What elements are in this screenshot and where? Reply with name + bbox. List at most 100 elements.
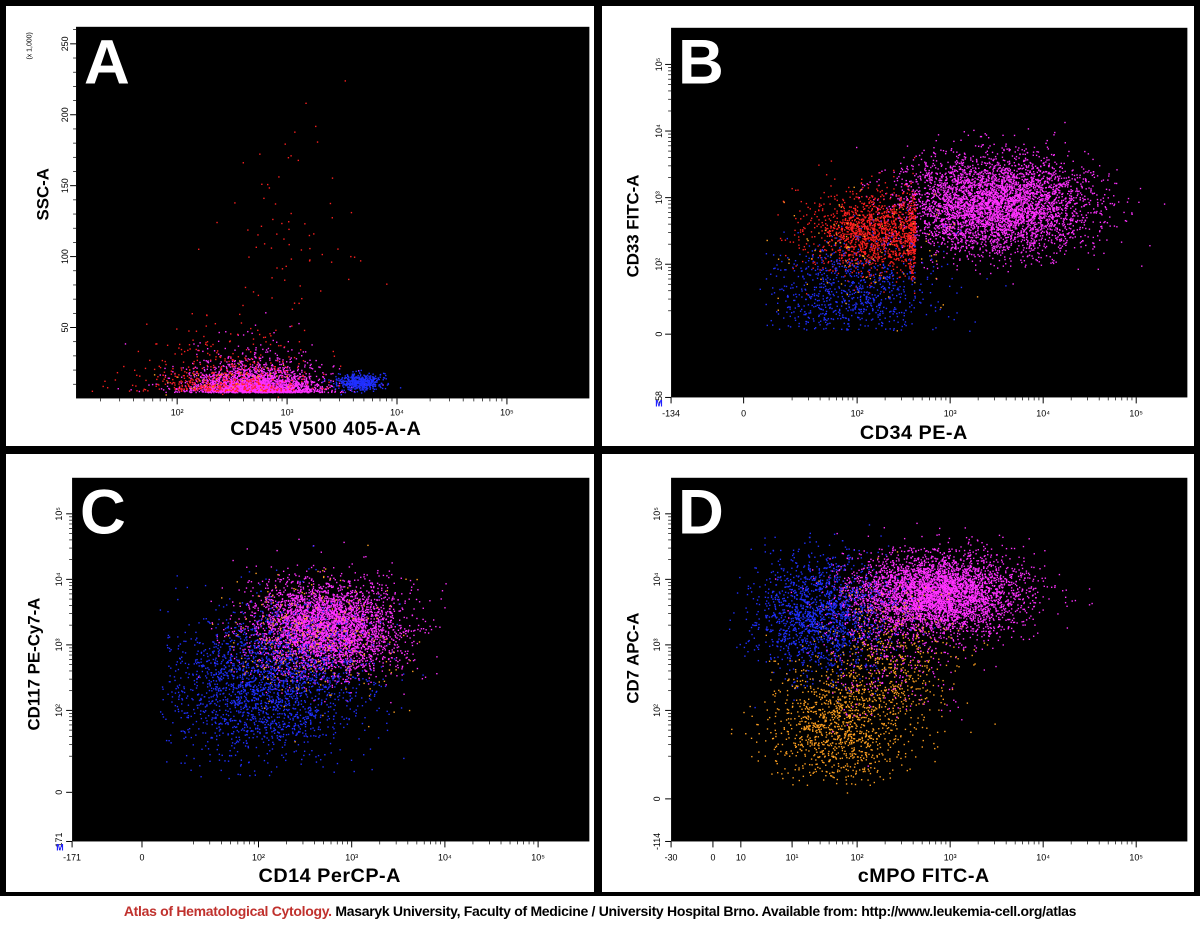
- event-dot: [333, 386, 335, 388]
- event-dot: [268, 384, 271, 386]
- event-dot: [242, 390, 245, 392]
- event-dot: [134, 369, 136, 371]
- event-dot: [235, 386, 238, 388]
- event-dot: [274, 369, 276, 371]
- event-dot: [288, 391, 291, 394]
- event-dot: [197, 345, 199, 347]
- event-dot: [903, 156, 905, 159]
- event-dot: [206, 390, 208, 392]
- event-dot: [227, 387, 230, 389]
- event-dot: [364, 382, 366, 385]
- event-dot: [375, 377, 377, 380]
- event-dot: [245, 377, 248, 379]
- event-dot: [228, 376, 230, 379]
- event-dot: [216, 374, 219, 376]
- event-dot: [203, 385, 205, 388]
- event-dot: [241, 373, 244, 376]
- event-dot: [1031, 222, 1033, 225]
- event-dot: [214, 323, 217, 325]
- event-dot: [280, 386, 282, 389]
- event-dot: [967, 165, 969, 167]
- event-dot: [263, 243, 266, 245]
- event-dot: [261, 381, 264, 384]
- event-dot: [306, 384, 308, 387]
- event-dot: [297, 384, 299, 386]
- event-dot: [952, 171, 954, 173]
- event-dot: [958, 222, 960, 225]
- event-dot: [354, 377, 357, 379]
- event-dot: [319, 391, 321, 394]
- event-dot: [307, 390, 309, 393]
- event-dot: [219, 374, 221, 376]
- event-dot: [203, 375, 206, 377]
- event-dot: [179, 388, 181, 390]
- event-dot: [288, 383, 290, 385]
- event-dot: [886, 207, 888, 209]
- event-dot: [1075, 202, 1077, 205]
- event-dot: [945, 208, 948, 210]
- event-dot: [311, 368, 314, 370]
- event-dot: [386, 384, 389, 386]
- event-dot: [233, 374, 236, 376]
- event-dot: [304, 360, 306, 363]
- event-dot: [281, 391, 283, 393]
- event-dot: [271, 363, 274, 366]
- event-dot: [277, 379, 279, 381]
- event-dot: [298, 390, 300, 392]
- event-dot: [229, 364, 231, 366]
- event-dot: [1034, 235, 1037, 237]
- event-dot: [268, 386, 270, 389]
- event-dot: [381, 384, 384, 386]
- event-dot: [258, 363, 261, 365]
- event-dot: [187, 384, 190, 386]
- event-dot: [237, 388, 239, 390]
- event-dot: [231, 387, 234, 390]
- event-dot: [1057, 200, 1060, 202]
- event-dot: [230, 363, 233, 365]
- event-dot: [339, 391, 342, 394]
- event-dot: [193, 382, 195, 385]
- event-dot: [238, 363, 240, 366]
- event-dot: [356, 377, 358, 380]
- event-dot: [138, 390, 141, 393]
- event-dot: [238, 385, 241, 387]
- event-dot: [1024, 195, 1026, 197]
- event-dot: [923, 266, 925, 269]
- event-dot: [232, 359, 235, 361]
- event-dot: [925, 192, 928, 194]
- event-dot: [232, 383, 234, 385]
- event-dot: [342, 382, 344, 384]
- event-dot: [918, 192, 920, 195]
- event-dot: [192, 363, 195, 365]
- event-dot: [991, 238, 993, 240]
- event-dot: [243, 376, 246, 378]
- event-dot: [284, 384, 286, 386]
- event-dot: [938, 197, 941, 200]
- event-dot: [260, 374, 262, 376]
- event-dot: [303, 391, 306, 393]
- event-dot: [167, 381, 169, 384]
- event-dot: [1032, 151, 1035, 153]
- event-dot: [292, 385, 295, 387]
- event-dot: [305, 373, 307, 375]
- event-dot: [365, 385, 368, 387]
- event-dot: [206, 375, 209, 377]
- event-dot: [947, 204, 950, 207]
- event-dot: [314, 390, 316, 392]
- event-dot: [239, 369, 242, 371]
- event-dot: [377, 378, 380, 380]
- event-dot: [232, 384, 234, 386]
- event-dot: [310, 375, 312, 378]
- event-dot: [289, 382, 292, 384]
- event-dot: [351, 390, 353, 392]
- event-dot: [273, 387, 275, 389]
- event-dot: [1018, 187, 1021, 189]
- event-dot: [298, 377, 301, 379]
- event-dot: [963, 181, 965, 183]
- event-dot: [998, 234, 1001, 236]
- event-dot: [977, 203, 979, 205]
- event-dot: [182, 367, 184, 369]
- event-dot: [223, 384, 225, 387]
- event-dot: [913, 193, 915, 196]
- event-dot: [962, 184, 965, 187]
